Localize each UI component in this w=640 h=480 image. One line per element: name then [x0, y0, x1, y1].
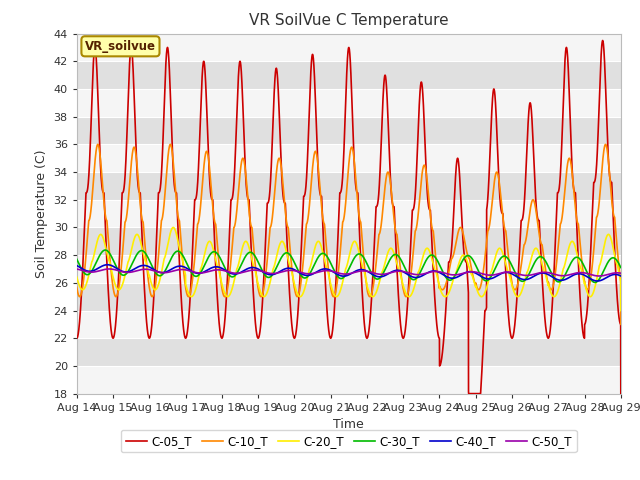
Bar [77, 200, 621, 228]
Bar [77, 117, 621, 144]
C-50_T [73, 266, 81, 272]
C-30_T [171, 250, 179, 256]
C-10_T [440, 285, 448, 290]
C-50_T [616, 270, 624, 276]
C-10_T [617, 322, 625, 327]
Legend: C-05_T, C-10_T, C-20_T, C-30_T, C-40_T, C-50_T: C-05_T, C-10_T, C-20_T, C-30_T, C-40_T, … [121, 430, 577, 453]
C-20_T [502, 261, 509, 266]
Bar [77, 144, 621, 172]
Line: C-50_T: C-50_T [77, 269, 621, 276]
C-40_T [441, 273, 449, 278]
C-40_T [329, 268, 337, 274]
C-20_T [171, 226, 179, 232]
C-05_T [171, 184, 179, 190]
C-10_T [616, 274, 624, 279]
C-40_T [616, 273, 624, 278]
C-20_T [616, 276, 624, 282]
C-50_T [106, 266, 113, 272]
C-40_T [593, 278, 601, 284]
C-30_T [329, 264, 337, 270]
C-50_T [441, 270, 449, 276]
C-30_T [616, 264, 624, 269]
C-05_T [599, 37, 607, 43]
C-50_T [329, 268, 337, 274]
Bar [77, 338, 621, 366]
C-30_T [502, 253, 509, 259]
Bar [77, 311, 621, 338]
C-40_T [471, 270, 479, 276]
C-20_T [441, 294, 449, 300]
C-50_T [502, 269, 509, 275]
C-05_T [616, 321, 624, 327]
C-20_T [471, 281, 479, 287]
C-30_T [591, 279, 599, 285]
C-05_T [73, 336, 81, 341]
C-40_T [617, 273, 625, 279]
Bar [77, 61, 621, 89]
Bar [77, 172, 621, 200]
C-05_T [440, 326, 448, 332]
C-05_T [328, 329, 336, 335]
C-30_T [471, 260, 479, 266]
Line: C-30_T: C-30_T [77, 250, 621, 282]
Line: C-20_T: C-20_T [77, 228, 621, 311]
Bar [77, 228, 621, 255]
C-20_T [170, 225, 177, 230]
Y-axis label: Soil Temperature (C): Soil Temperature (C) [35, 149, 48, 278]
C-30_T [617, 264, 625, 270]
C-20_T [73, 274, 81, 280]
C-10_T [73, 285, 81, 290]
Bar [77, 89, 621, 117]
C-20_T [329, 288, 337, 293]
Text: VR_soilvue: VR_soilvue [85, 40, 156, 53]
Title: VR SoilVue C Temperature: VR SoilVue C Temperature [249, 13, 449, 28]
C-30_T [441, 273, 449, 278]
Bar [77, 366, 621, 394]
C-40_T [104, 262, 111, 268]
C-50_T [471, 269, 479, 275]
C-50_T [617, 270, 625, 276]
C-10_T [328, 292, 336, 298]
C-10_T [502, 228, 509, 233]
C-30_T [101, 247, 109, 253]
C-40_T [73, 263, 81, 268]
C-05_T [617, 391, 625, 396]
C-20_T [617, 308, 625, 313]
Line: C-05_T: C-05_T [77, 40, 621, 394]
C-50_T [171, 268, 179, 274]
Bar [77, 34, 621, 61]
X-axis label: Time: Time [333, 418, 364, 431]
C-05_T [465, 391, 472, 396]
Bar [77, 255, 621, 283]
C-10_T [602, 142, 609, 147]
C-30_T [73, 256, 81, 262]
C-40_T [502, 269, 509, 275]
Bar [77, 283, 621, 311]
C-10_T [471, 279, 479, 285]
C-05_T [502, 265, 509, 271]
Line: C-10_T: C-10_T [77, 144, 621, 324]
C-40_T [171, 264, 179, 270]
Line: C-40_T: C-40_T [77, 265, 621, 281]
C-50_T [595, 273, 603, 279]
C-05_T [471, 391, 479, 396]
C-10_T [171, 175, 179, 181]
